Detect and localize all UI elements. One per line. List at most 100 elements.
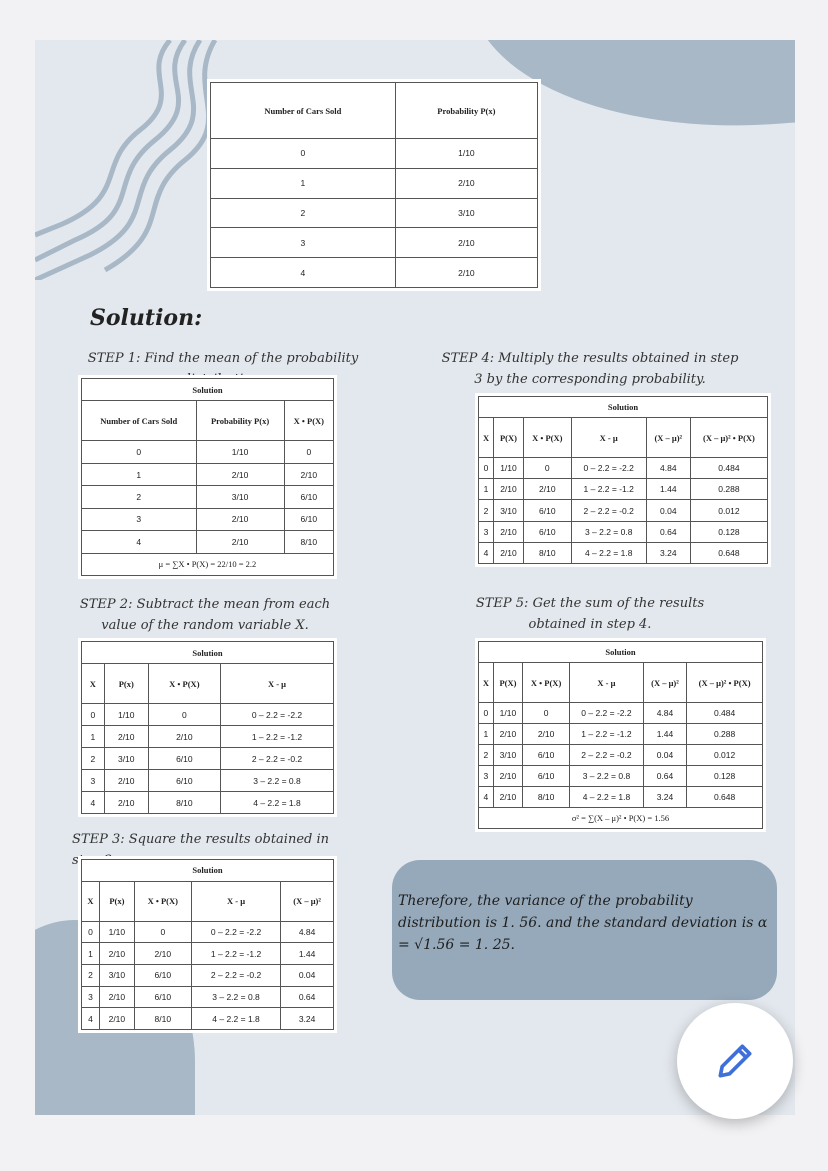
pencil-icon [718,1044,752,1078]
table-cell: 0.128 [689,520,769,543]
caption-row: Solution [478,641,763,663]
table-cell: 3/10 [98,963,135,987]
table-cell: 4 [81,1007,100,1030]
table-cell: 2 [210,197,396,229]
table-cell: 0 [283,440,335,464]
table-cell: 2/10 [493,520,524,543]
column-header: X [81,880,100,922]
column-header: (X – μ)² • P(X) [689,417,769,459]
column-header: X • P(X) [147,663,221,704]
table-row: 3 2/10 6/10 [81,507,335,532]
table-cell: 3/10 [493,499,524,522]
table-cell: 6/10 [522,744,571,766]
table-cell: 1.44 [645,478,691,501]
header-row: X P(X) X • P(X) X - μ (X – μ)² (X – μ)² • P(X… [478,662,763,703]
table-cell: 2/10 [98,1007,135,1030]
table-cell: 2/10 [147,725,221,748]
table-cell: 1/10 [195,440,285,464]
table-cell: 3 [210,227,396,259]
table-cell: 2 [81,485,197,509]
table-cell: 3.24 [642,786,688,808]
table-cell: 2/10 [103,725,149,748]
table-cell: 8/10 [522,786,571,808]
table-cell: 4.84 [645,457,691,480]
table-cell: 1 – 2.2 = -1.2 [190,942,282,965]
table-cell: 6/10 [147,769,221,792]
table-cell: 8/10 [133,1007,192,1030]
column-header: (X – μ)² • P(X) [686,662,763,703]
table-cell: 1 – 2.2 = -1.2 [569,723,644,745]
step-1-table: Solution Number of Cars Sold Probability P… [81,377,335,577]
table-row: 3 2/10 6/10 3 – 2.2 = 0.8 [81,769,335,792]
table-cell: 0 – 2.2 = -2.2 [570,457,647,480]
table-cell: 2/10 [394,227,539,259]
decorative-waves [35,40,218,280]
table-cell: 3/10 [492,744,524,766]
table-cell: 1.44 [280,942,334,965]
table-cell: 2/10 [394,257,539,288]
column-header: (X – μ)² [280,880,334,922]
table-cell: 6/10 [147,747,221,770]
table-cell: 3 – 2.2 = 0.8 [190,985,282,1009]
column-header: X - μ [219,663,335,704]
column-header: X • P(X) [283,400,335,442]
table-cell: 4 – 2.2 = 1.8 [190,1007,282,1030]
caption-row: Solution [478,395,768,419]
table-caption: Solution [81,377,334,402]
step-5-table: Solution X P(X) X • P(X) X - μ (X – μ)² (X – μ… [478,641,763,829]
table-caption: Solution [478,641,763,663]
table-cell: 0 [133,920,192,944]
caption-row: Solution [81,641,334,664]
table-cell: 0.648 [686,786,763,808]
table-cell: 1 [210,167,396,199]
table-row: 1 2/10 [210,167,539,199]
table-cell: 0.64 [642,765,688,787]
caption-row: Solution [81,859,334,882]
column-header: Number of Cars Sold [210,82,396,139]
table-cell: 3 [478,765,494,787]
table-cell: 2/10 [195,462,285,487]
table-cell: 0 [210,138,396,169]
edit-fab-button[interactable] [677,1003,793,1119]
table-cell: 1/10 [394,138,539,169]
column-header: X [477,417,495,459]
step-4-table: Solution X P(X) X • P(X) X - μ (X – μ)² (X – μ… [477,395,769,565]
table-cell: 0 [81,920,100,944]
footer-row: σ² = ∑(X – μ)² • P(X) = 1.56 [478,807,763,829]
step-4-text: STEP 4: Multiply the results obtained in… [441,351,739,387]
column-header: P(X) [492,662,524,703]
table-cell: 2/10 [522,478,572,501]
table-row: 0 1/10 0 0 – 2.2 = -2.2 4.84 0.484 [478,702,763,724]
table-row: 0 1/10 0 0 – 2.2 = -2.2 4.84 0.484 [477,457,769,480]
table-cell: 0.64 [280,985,334,1009]
table-cell: 3.24 [645,541,691,565]
table-row: 1 2/10 2/10 1 – 2.2 = -1.2 1.44 [81,942,334,965]
table-cell: 0 [81,703,105,726]
table-cell: 6/10 [133,985,192,1009]
table-cell: 0.012 [689,499,769,522]
table-cell: 2/10 [493,478,524,501]
table-cell: 0 – 2.2 = -2.2 [569,702,644,724]
table-cell: 0.288 [689,478,769,501]
table-cell: 1/10 [492,702,524,724]
column-header: X - μ [190,880,282,922]
table-cell: 0.484 [689,457,769,480]
column-header: P(x) [103,663,149,704]
table-cell: 6/10 [283,507,335,532]
column-header: (X – μ)² [642,662,688,703]
table-cell: 0 [522,457,572,480]
table-cell: 2 – 2.2 = -0.2 [219,747,335,770]
table-cell: 1 [81,462,197,487]
table-cell: 2 [81,963,100,987]
table-row: 3 2/10 6/10 3 – 2.2 = 0.8 0.64 0.128 [478,765,763,787]
table-row: 0 1/10 [210,138,539,169]
table-cell: 3.24 [280,1007,334,1030]
table-cell: 1 [477,478,495,501]
step-3-table: Solution X P(x) X • P(X) X - μ (X – μ)² 0 1/10 0… [81,859,334,1030]
column-header: X - μ [569,662,644,703]
table-cell: 2/10 [195,507,285,532]
column-header: X • P(X) [133,880,192,922]
table-caption: Solution [81,641,334,664]
table-cell: 0 [522,702,571,724]
table-row: 1 2/10 2/10 [81,462,335,487]
